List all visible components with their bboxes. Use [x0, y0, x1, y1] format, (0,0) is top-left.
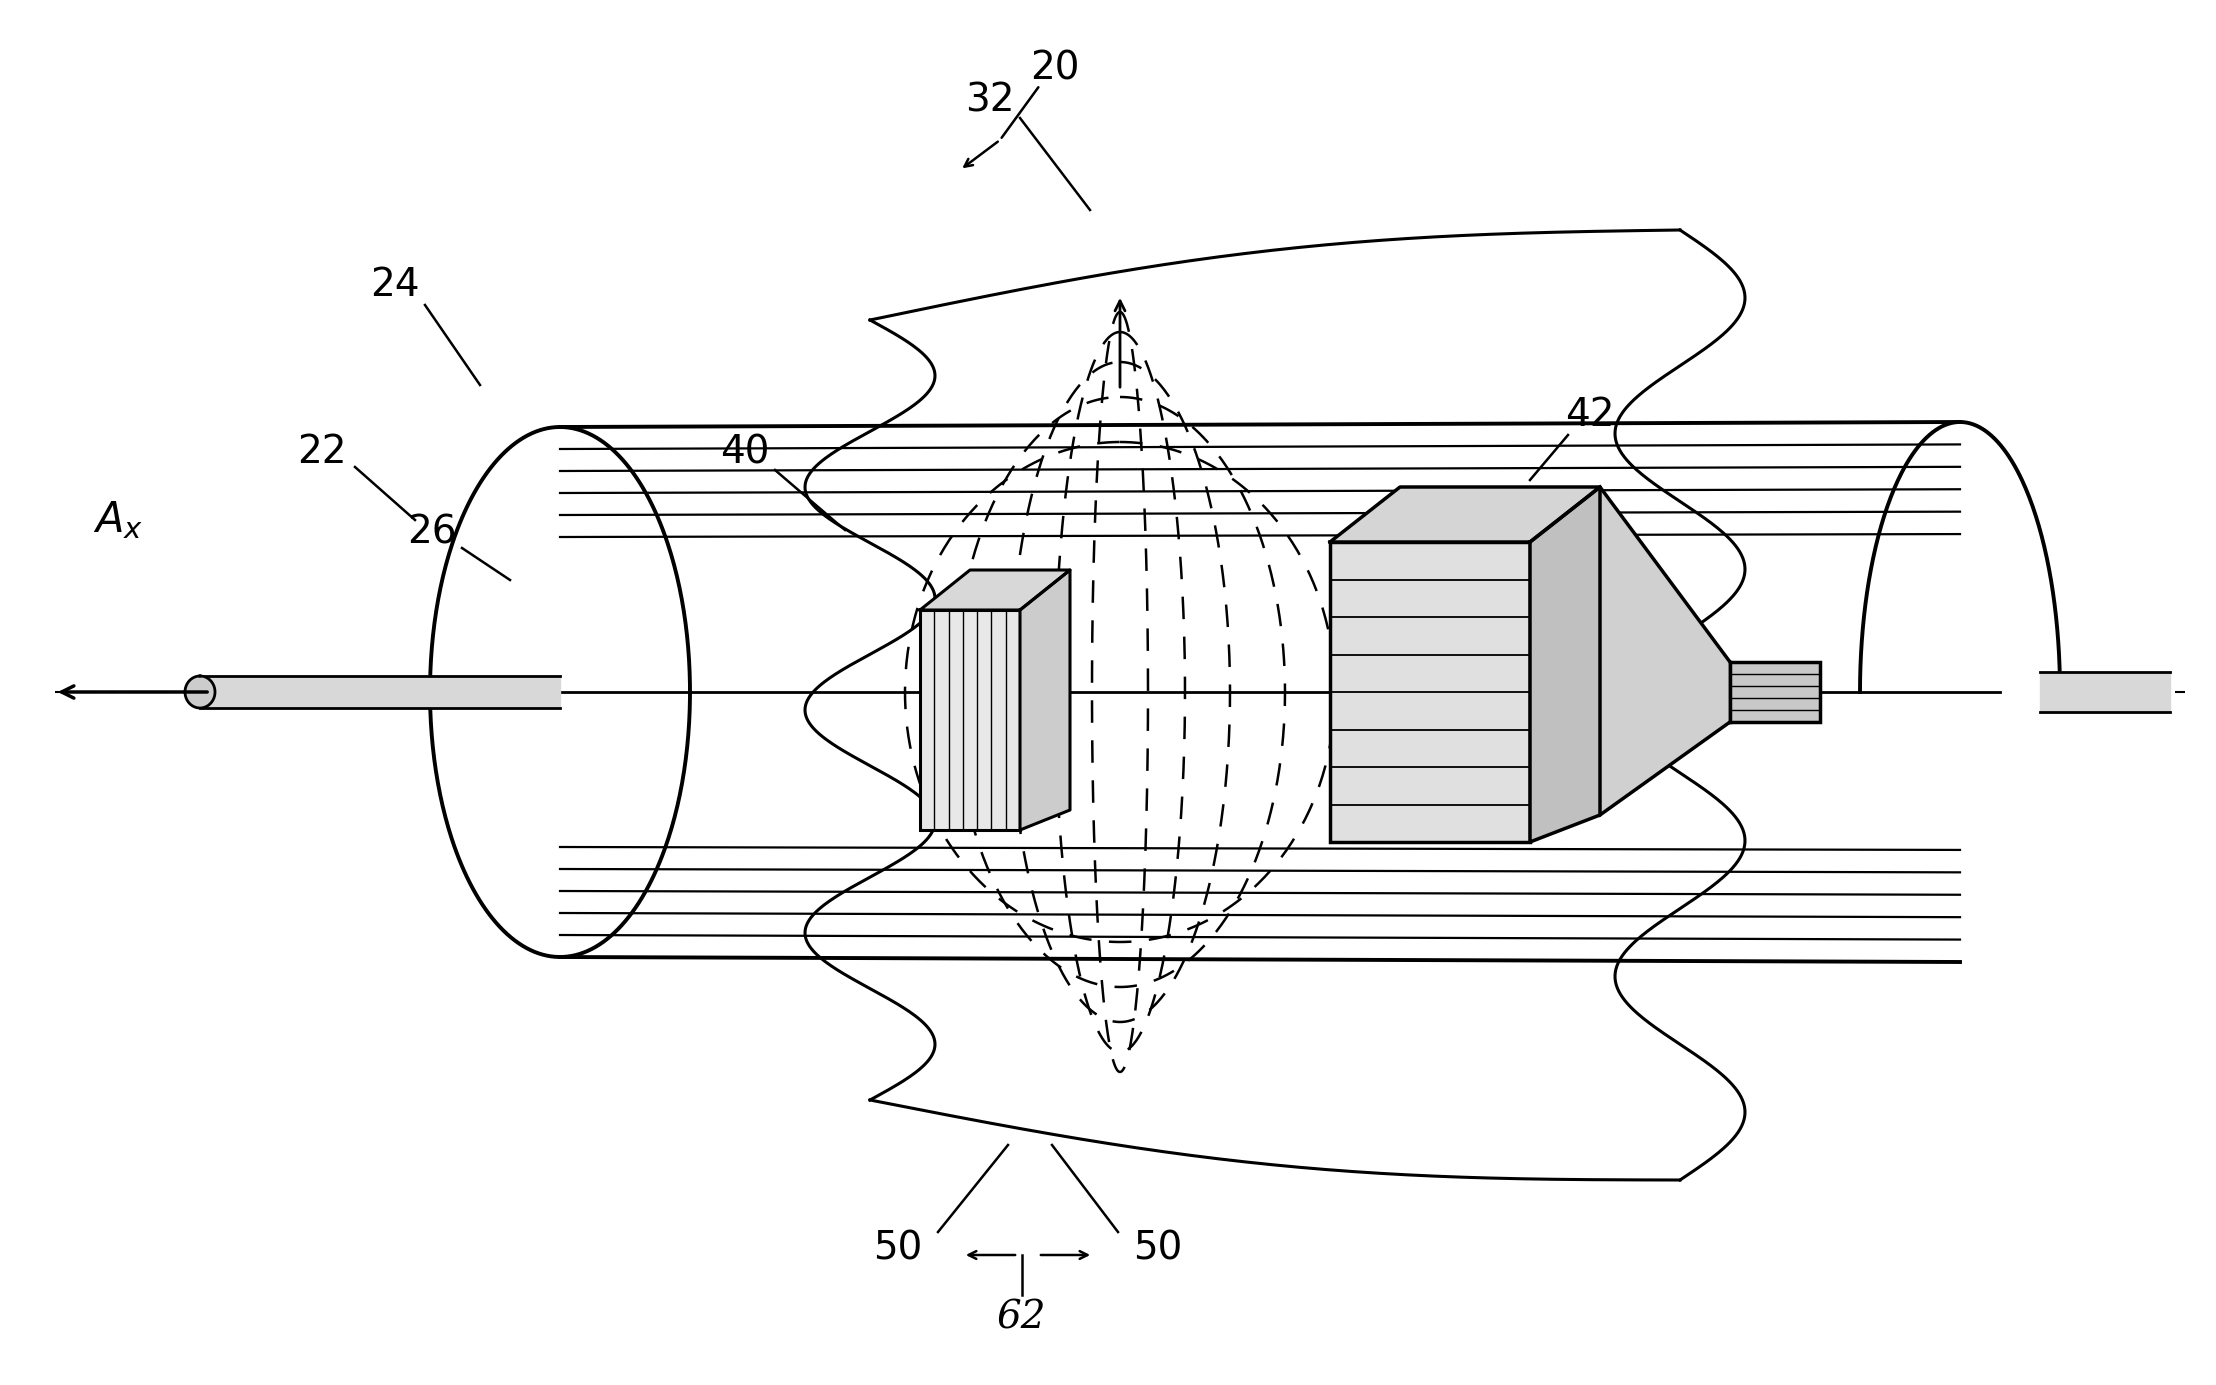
- Text: 22: 22: [297, 434, 346, 471]
- Text: 42: 42: [1564, 396, 1615, 434]
- Polygon shape: [1600, 488, 1731, 814]
- Bar: [920, 609, 1019, 830]
- Polygon shape: [1529, 488, 1600, 842]
- Text: 24: 24: [370, 266, 419, 303]
- Polygon shape: [1330, 488, 1600, 542]
- Text: 32: 32: [966, 80, 1015, 119]
- Polygon shape: [920, 571, 1070, 609]
- Text: 50: 50: [873, 1228, 922, 1267]
- Bar: [1731, 662, 1819, 722]
- Text: 40: 40: [720, 434, 769, 471]
- Text: 20: 20: [1030, 48, 1079, 87]
- Text: $A_x$: $A_x$: [93, 499, 144, 542]
- Text: 26: 26: [408, 512, 456, 551]
- Polygon shape: [184, 676, 215, 708]
- Polygon shape: [1019, 571, 1070, 830]
- Text: 50: 50: [1132, 1228, 1183, 1267]
- Text: 62: 62: [997, 1299, 1046, 1337]
- Bar: [1330, 542, 1529, 842]
